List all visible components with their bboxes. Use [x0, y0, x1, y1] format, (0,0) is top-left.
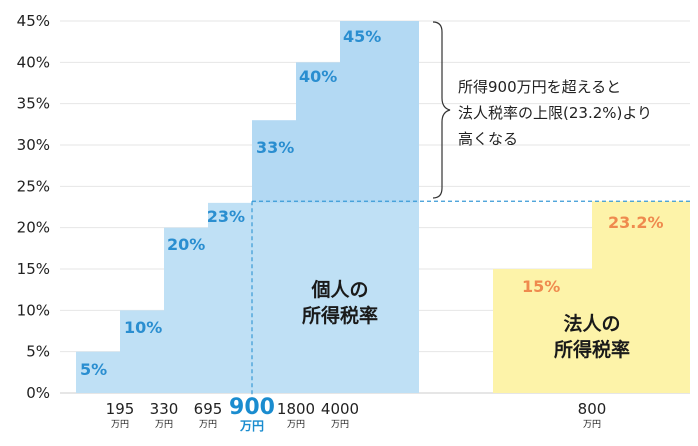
y-tick-label: 35% [17, 95, 50, 113]
y-axis-ticks: 0% 5% 10% 15% 20% 25% 30% 35% 40% 45% [17, 12, 50, 402]
annotation-line3: 高くなる [458, 130, 518, 148]
x-tick-label: 800 [578, 400, 607, 418]
x-tick-unit: 万円 [583, 419, 601, 430]
individual-bar [164, 227, 208, 393]
individual-rate-label: 20% [167, 235, 205, 254]
x-tick-unit: 万円 [331, 419, 349, 430]
x-tick-unit: 万円 [111, 419, 129, 430]
x-tick-unit: 万円 [199, 419, 217, 430]
individual-bar-base [252, 202, 419, 393]
corporate-series-label-line2: 所得税率 [554, 338, 630, 361]
y-tick-label: 15% [17, 260, 50, 278]
individual-rate-label: 40% [299, 67, 337, 86]
x-tick-label: 695 [194, 400, 223, 418]
individual-series-label-line1: 個人の [310, 279, 368, 301]
x-tick-unit: 万円 [287, 419, 305, 430]
corporate-tax-bars [493, 201, 690, 393]
annotation-line1: 所得900万円を超えると [458, 78, 621, 96]
individual-rate-label: 45% [343, 27, 381, 46]
y-tick-label: 40% [17, 53, 50, 71]
y-tick-label: 30% [17, 136, 50, 154]
rate-labels: 5% 10% 20%23% 33% 40% 45% 15% 23.2% [80, 27, 664, 379]
individual-tax-bars [76, 21, 419, 393]
corporate-bar [493, 269, 592, 393]
x-tick-unit: 万円 [239, 419, 264, 433]
corporate-rate-label: 15% [522, 277, 560, 296]
x-tick-label: 195 [106, 400, 135, 418]
individual-bar [76, 351, 120, 393]
x-tick-label: 1800 [277, 400, 315, 418]
individual-rate-label: 23% [207, 207, 245, 226]
corporate-rate-label: 23.2% [608, 213, 664, 232]
x-tick-label: 330 [150, 400, 179, 418]
y-tick-label: 45% [17, 12, 50, 30]
annotation-line2: 法人税率の上限(23.2%)より [458, 104, 652, 122]
reference-lines [251, 200, 690, 400]
corporate-bar [592, 201, 690, 393]
individual-rate-label: 33% [256, 138, 294, 157]
individual-rate-label: 5% [80, 360, 107, 379]
individual-rate-label: 10% [124, 318, 162, 337]
y-tick-label: 5% [26, 343, 50, 361]
individual-bar [208, 202, 252, 393]
annotation-bracket [432, 21, 451, 199]
y-tick-label: 25% [17, 177, 50, 195]
x-tick-label: 4000 [321, 400, 359, 418]
individual-bar [120, 310, 164, 393]
y-tick-label: 10% [17, 301, 50, 319]
y-tick-label: 0% [26, 384, 50, 402]
y-tick-label: 20% [17, 219, 50, 237]
corporate-series-label-line1: 法人の [563, 312, 620, 335]
x-tick-unit: 万円 [155, 419, 173, 430]
x-tick-label: 900 [229, 395, 275, 420]
individual-series-label-line2: 所得税率 [302, 304, 378, 327]
